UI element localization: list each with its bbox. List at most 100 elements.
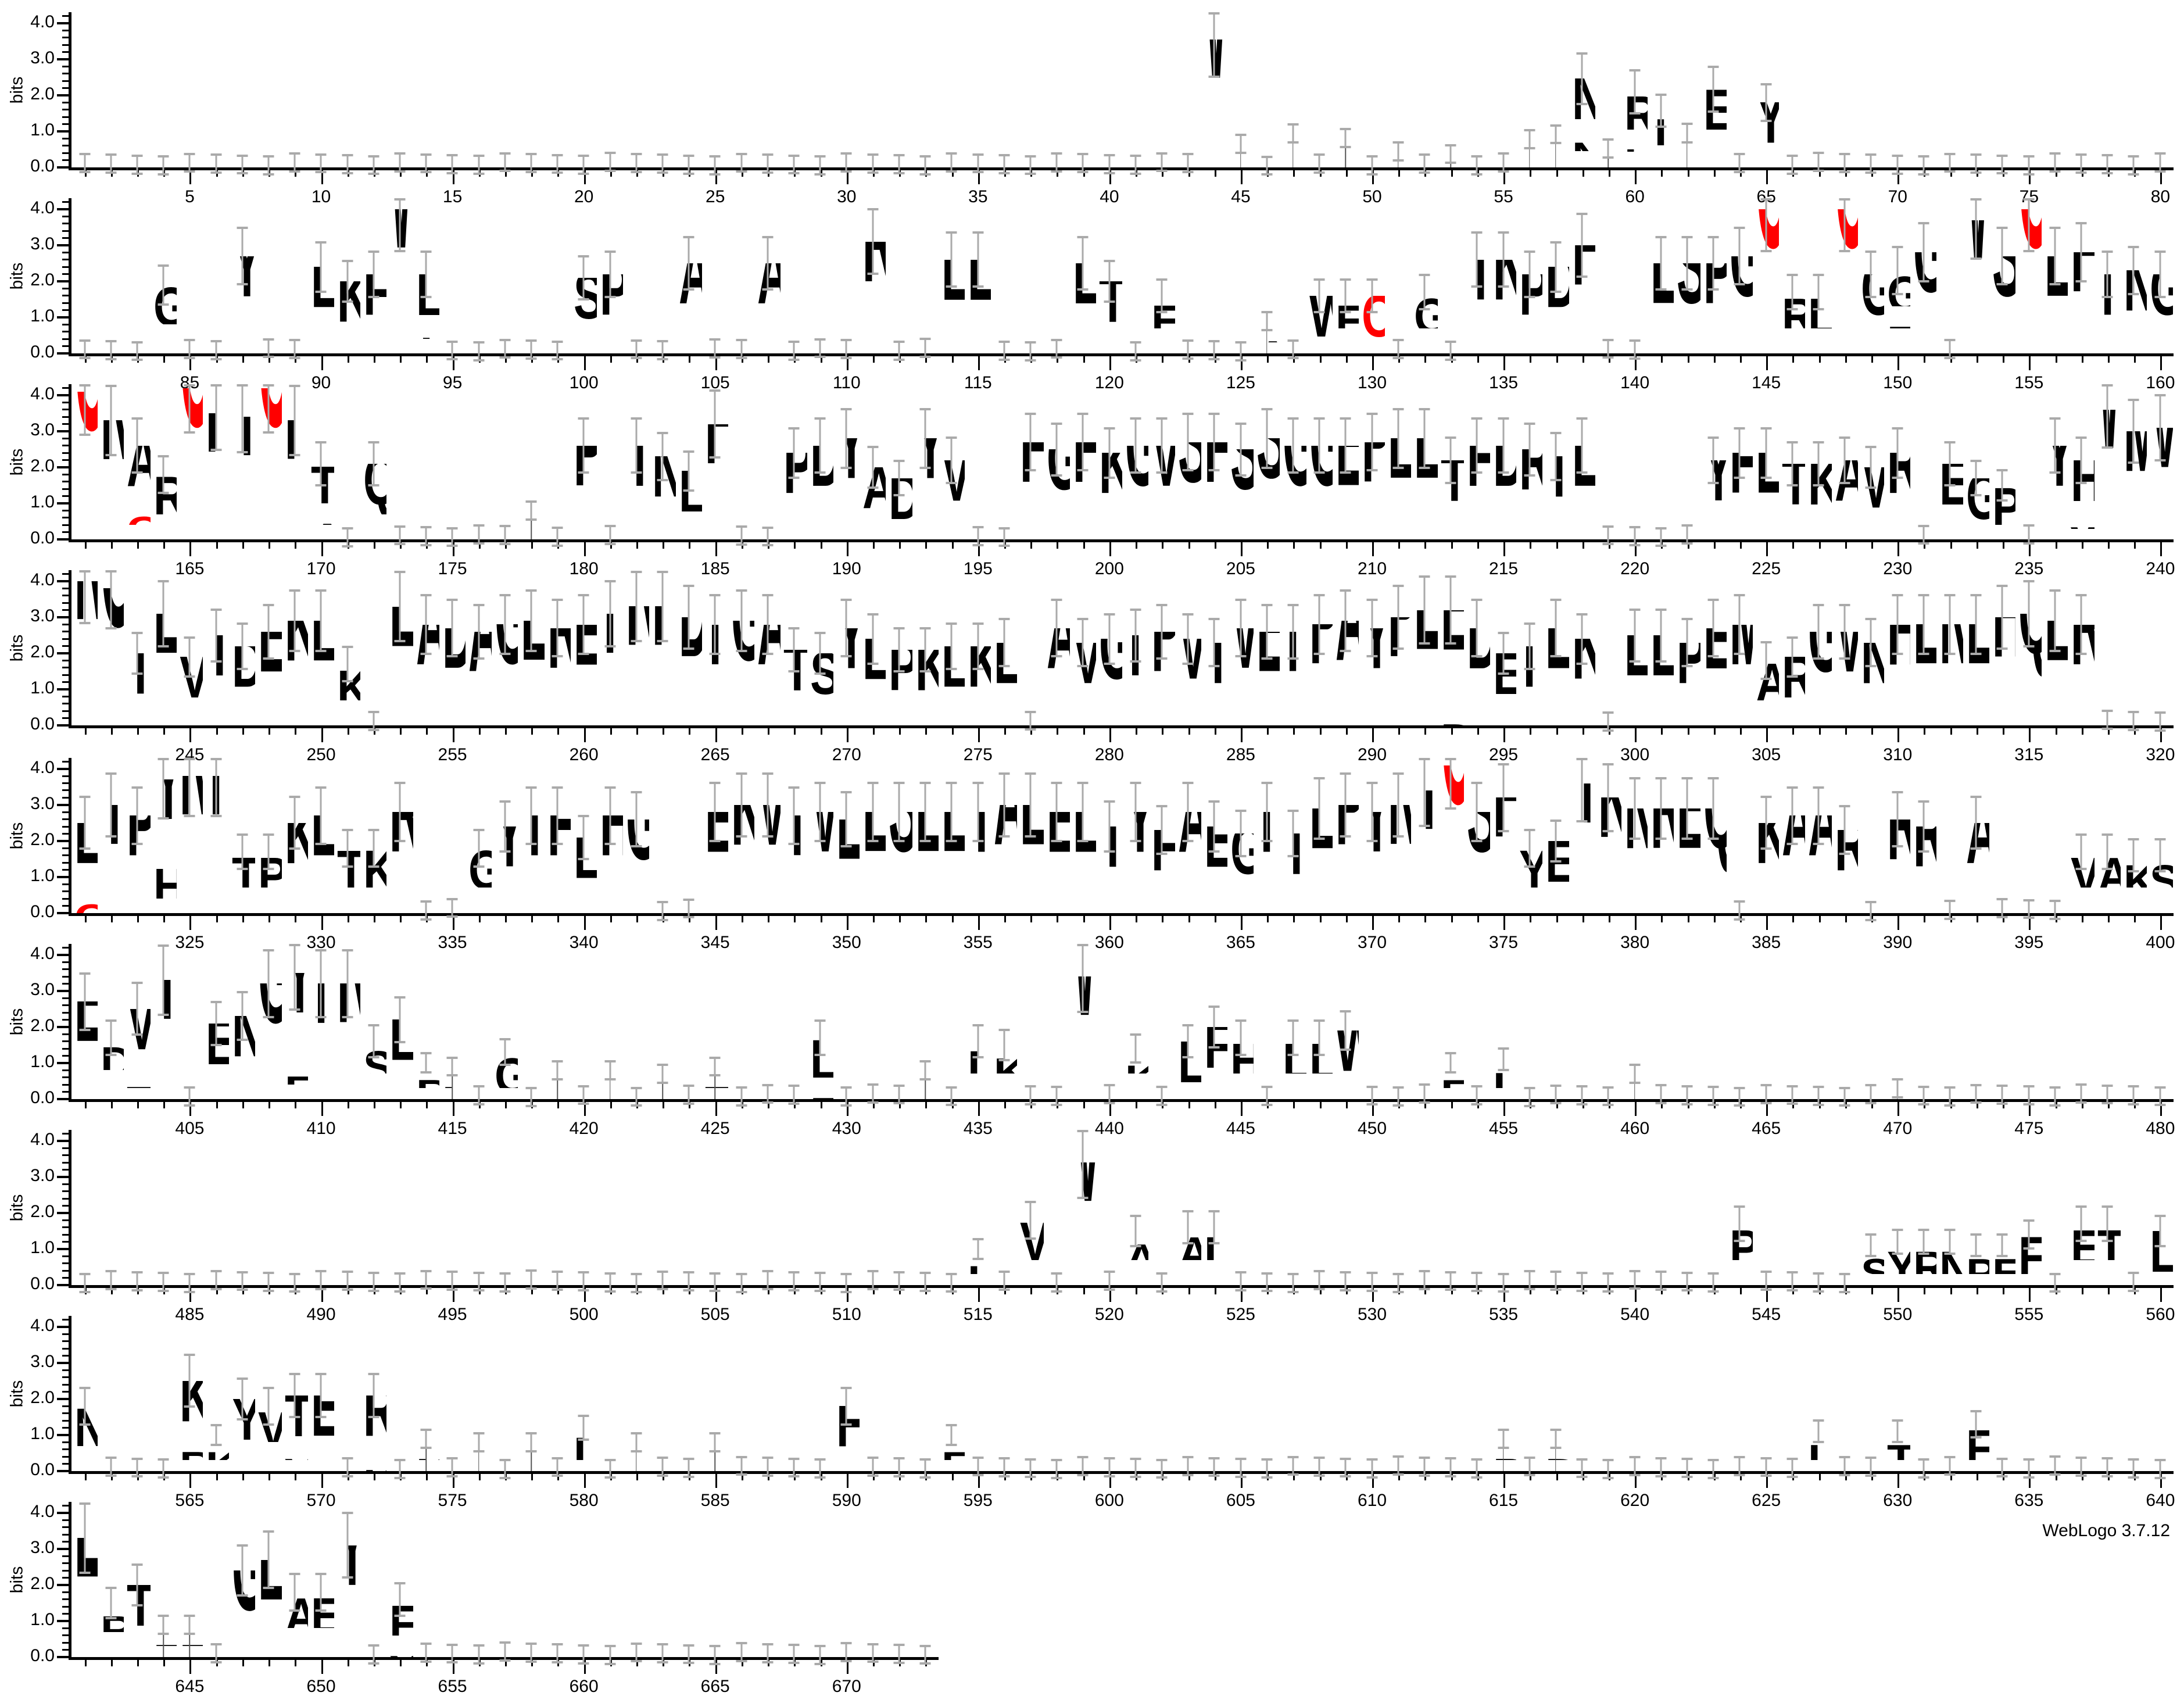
logo-stack-position-236: YVL <box>2042 384 2068 539</box>
logo-letter-E: E <box>2121 888 2147 902</box>
logo-stack-position-315: QLM <box>2015 570 2042 725</box>
error-bar <box>1996 585 2008 650</box>
x-tick-minor <box>1345 728 1348 735</box>
x-tick-minor <box>1451 170 1453 177</box>
logo-stack-position-511: V <box>860 1130 886 1290</box>
x-tick-minor <box>636 728 639 735</box>
logo-letter-I: I <box>1621 715 1648 726</box>
error-bar <box>814 155 826 176</box>
x-tick-minor <box>1818 542 1821 549</box>
logo-stack-position-327: TAS <box>229 758 255 913</box>
y-tick-major <box>57 1097 70 1100</box>
error-bar <box>289 589 300 653</box>
logo-stack-position-553: PS <box>1963 1130 1989 1285</box>
error-bar <box>1498 763 1509 832</box>
logo-stack-position-183: NQS <box>649 384 676 539</box>
logo-stack-position-477: Y <box>2068 944 2094 1104</box>
error-bar <box>315 949 327 1019</box>
y-tick-label: 2.0 <box>30 1201 55 1221</box>
x-tick-minor <box>137 542 139 549</box>
logo-letter-F: F <box>124 1628 150 1646</box>
logo-stack-position-346: KPR <box>728 758 754 913</box>
y-tick-minor <box>62 101 70 103</box>
logo-stack-position-650: EDF <box>308 1502 334 1657</box>
logo-stack-position-353: E <box>912 758 939 913</box>
error-bar <box>263 833 274 871</box>
error-bar <box>1760 1457 1772 1477</box>
y-tick-label: 2.0 <box>30 642 55 662</box>
error-bar <box>1550 1428 1562 1449</box>
error-bar <box>1340 1457 1351 1478</box>
error-bar <box>1629 608 1641 663</box>
x-tick-minor <box>1582 170 1584 177</box>
logo-stack-position-140: M <box>1621 198 1648 360</box>
y-tick-major <box>57 394 70 396</box>
error-bar <box>2049 900 2061 920</box>
logo-letter-N: N <box>571 324 597 342</box>
logo-letter-M: M <box>386 1070 413 1088</box>
logo-letter-E: E <box>360 514 386 529</box>
logo-stack-position-504: M <box>676 1130 702 1291</box>
y-tick-major <box>57 207 70 210</box>
x-tick-minor <box>137 1101 139 1108</box>
y-tick-minor <box>62 109 70 111</box>
error-bar <box>237 1377 248 1421</box>
x-tick-minor <box>689 356 691 363</box>
x-tick-label: 160 <box>2146 373 2175 393</box>
x-tick-minor <box>1214 542 1216 549</box>
error-bar <box>1104 259 1115 303</box>
x-tick-minor <box>505 356 507 363</box>
logo-letter-M: M <box>1648 715 1674 726</box>
logo-stack-position-64: R <box>1727 12 1753 173</box>
error-bar <box>1051 1086 1062 1107</box>
logo-stack-position-196: E <box>991 384 1017 548</box>
error-bar <box>1918 594 1929 655</box>
x-tick-minor <box>899 728 901 735</box>
error-bar <box>946 1086 957 1107</box>
logo-stacks: ERFLTFEEPESPGLVAQREDFYLFEFYQLFYRLGASMHCT… <box>71 1502 939 1666</box>
logo-stack-position-328: PER <box>255 758 282 913</box>
y-tick-major <box>57 652 70 655</box>
x-tick-label: 650 <box>306 1677 336 1696</box>
x-tick-minor <box>1030 542 1033 549</box>
y-tick-label: 4.0 <box>30 198 55 217</box>
error-bar <box>1707 1458 1719 1479</box>
logo-letter-E: E <box>1753 902 1779 913</box>
error-bar <box>79 972 91 1032</box>
x-tick-minor <box>426 1101 428 1108</box>
y-tick-major <box>57 1511 70 1514</box>
x-tick-minor <box>1136 728 1138 735</box>
logo-letter-F: F <box>360 274 386 325</box>
logo-stack-position-440: T <box>1096 944 1122 1104</box>
logo-letter-V: V <box>2095 1260 2121 1275</box>
logo-stack-position-199: FL <box>1070 384 1096 539</box>
logo-stack-position-231: S <box>1910 384 1936 545</box>
y-tick-label: 1.0 <box>30 1423 55 1443</box>
logo-stack-position-628: W <box>1832 1316 1858 1476</box>
logo-stack-position-155: C <box>2015 198 2042 353</box>
logo-letter-F: F <box>1700 525 1727 539</box>
x-tick-minor <box>1792 542 1795 549</box>
x-tick-minor <box>1214 170 1216 177</box>
logo-stack-position-495: Q <box>439 1130 466 1291</box>
error-bar <box>604 525 616 545</box>
x-tick-label: 145 <box>1752 373 1781 393</box>
error-bar <box>210 339 222 360</box>
logo-stack-position-364: ERQ <box>1201 758 1227 913</box>
logo-letter-L: L <box>912 529 939 540</box>
x-tick-major <box>189 170 192 185</box>
logo-letter-P: P <box>1753 700 1779 715</box>
logo-letter-R: R <box>912 715 939 726</box>
logo-letter-K: K <box>886 715 912 726</box>
x-tick-minor <box>505 915 507 922</box>
error-bar <box>1996 469 2008 502</box>
y-tick-minor <box>62 145 70 147</box>
logo-letter-I: I <box>1438 507 1464 525</box>
logo-letter-A: A <box>754 263 780 328</box>
error-bar <box>1340 417 1351 474</box>
x-tick-major <box>715 1101 717 1116</box>
logo-stack-position-475: L <box>2015 944 2042 1106</box>
logo-stack-position-341: HYQ <box>597 758 623 913</box>
logo-stack-position-414: RK <box>413 944 439 1099</box>
logo-stack-position-211: LF <box>1385 384 1411 539</box>
